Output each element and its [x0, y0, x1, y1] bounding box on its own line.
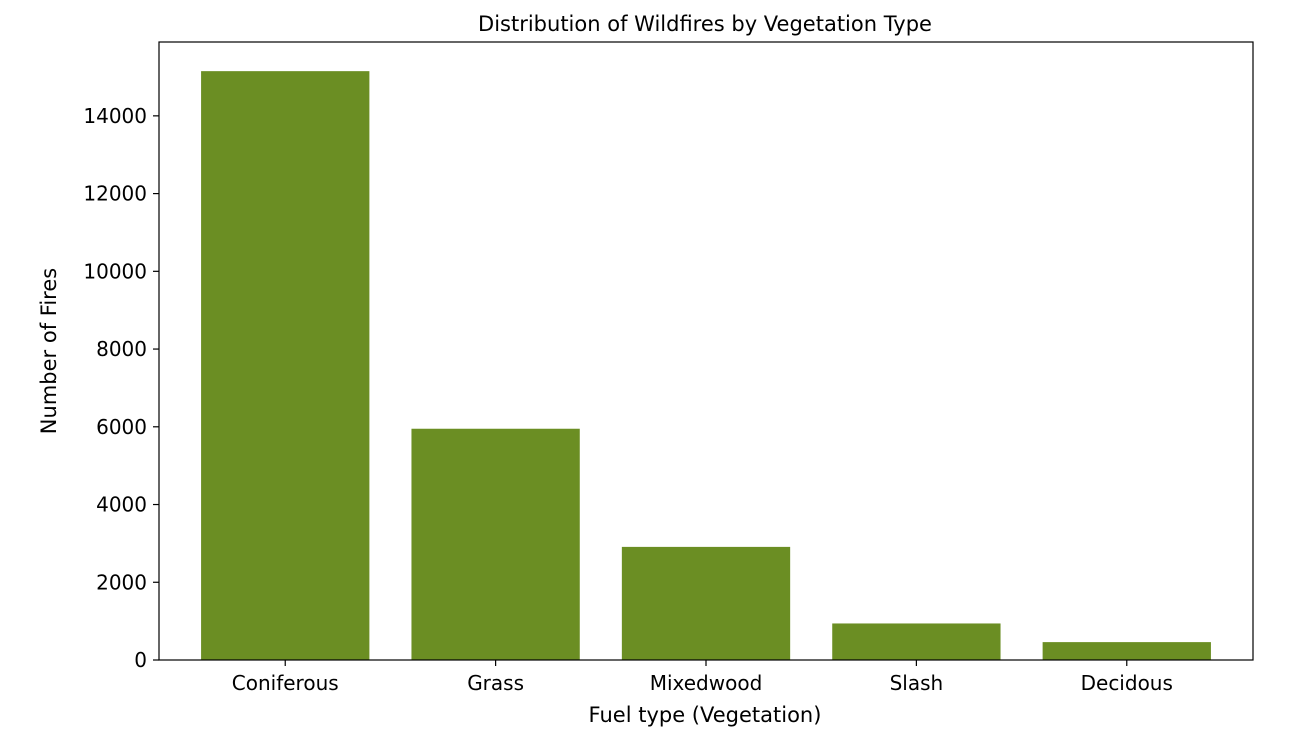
bars-group — [201, 71, 1211, 660]
chart-title: Distribution of Wildfires by Vegetation … — [478, 12, 932, 36]
y-axis-label: Number of Fires — [37, 268, 61, 434]
bar-slash — [832, 623, 1001, 660]
y-tick-label: 8000 — [96, 337, 147, 361]
x-tick-label: Coniferous — [232, 671, 339, 695]
y-tick-label: 6000 — [96, 415, 147, 439]
plot-frame — [158, 41, 1254, 661]
x-tick-label: Mixedwood — [650, 671, 763, 695]
y-tick-label: 12000 — [83, 182, 147, 206]
bar-decidous — [1042, 642, 1211, 660]
y-axis-ticks: 0 2000 4000 6000 8000 10000 12000 14000 — [83, 104, 159, 672]
y-tick-label: 4000 — [96, 493, 147, 517]
y-tick-label: 2000 — [96, 570, 147, 594]
x-tick-label: Slash — [890, 671, 944, 695]
x-tick-label: Grass — [467, 671, 524, 695]
x-axis-ticks: Coniferous Grass Mixedwood Slash Decidous — [232, 660, 1173, 695]
bar-coniferous — [201, 71, 370, 660]
bar-mixedwood — [621, 546, 791, 660]
y-tick-label: 0 — [134, 648, 147, 672]
x-axis-label: Fuel type (Vegetation) — [589, 703, 822, 727]
y-tick-label: 14000 — [83, 104, 147, 128]
y-tick-label: 10000 — [83, 259, 147, 283]
bar-grass — [411, 428, 580, 660]
x-tick-label: Decidous — [1081, 671, 1173, 695]
